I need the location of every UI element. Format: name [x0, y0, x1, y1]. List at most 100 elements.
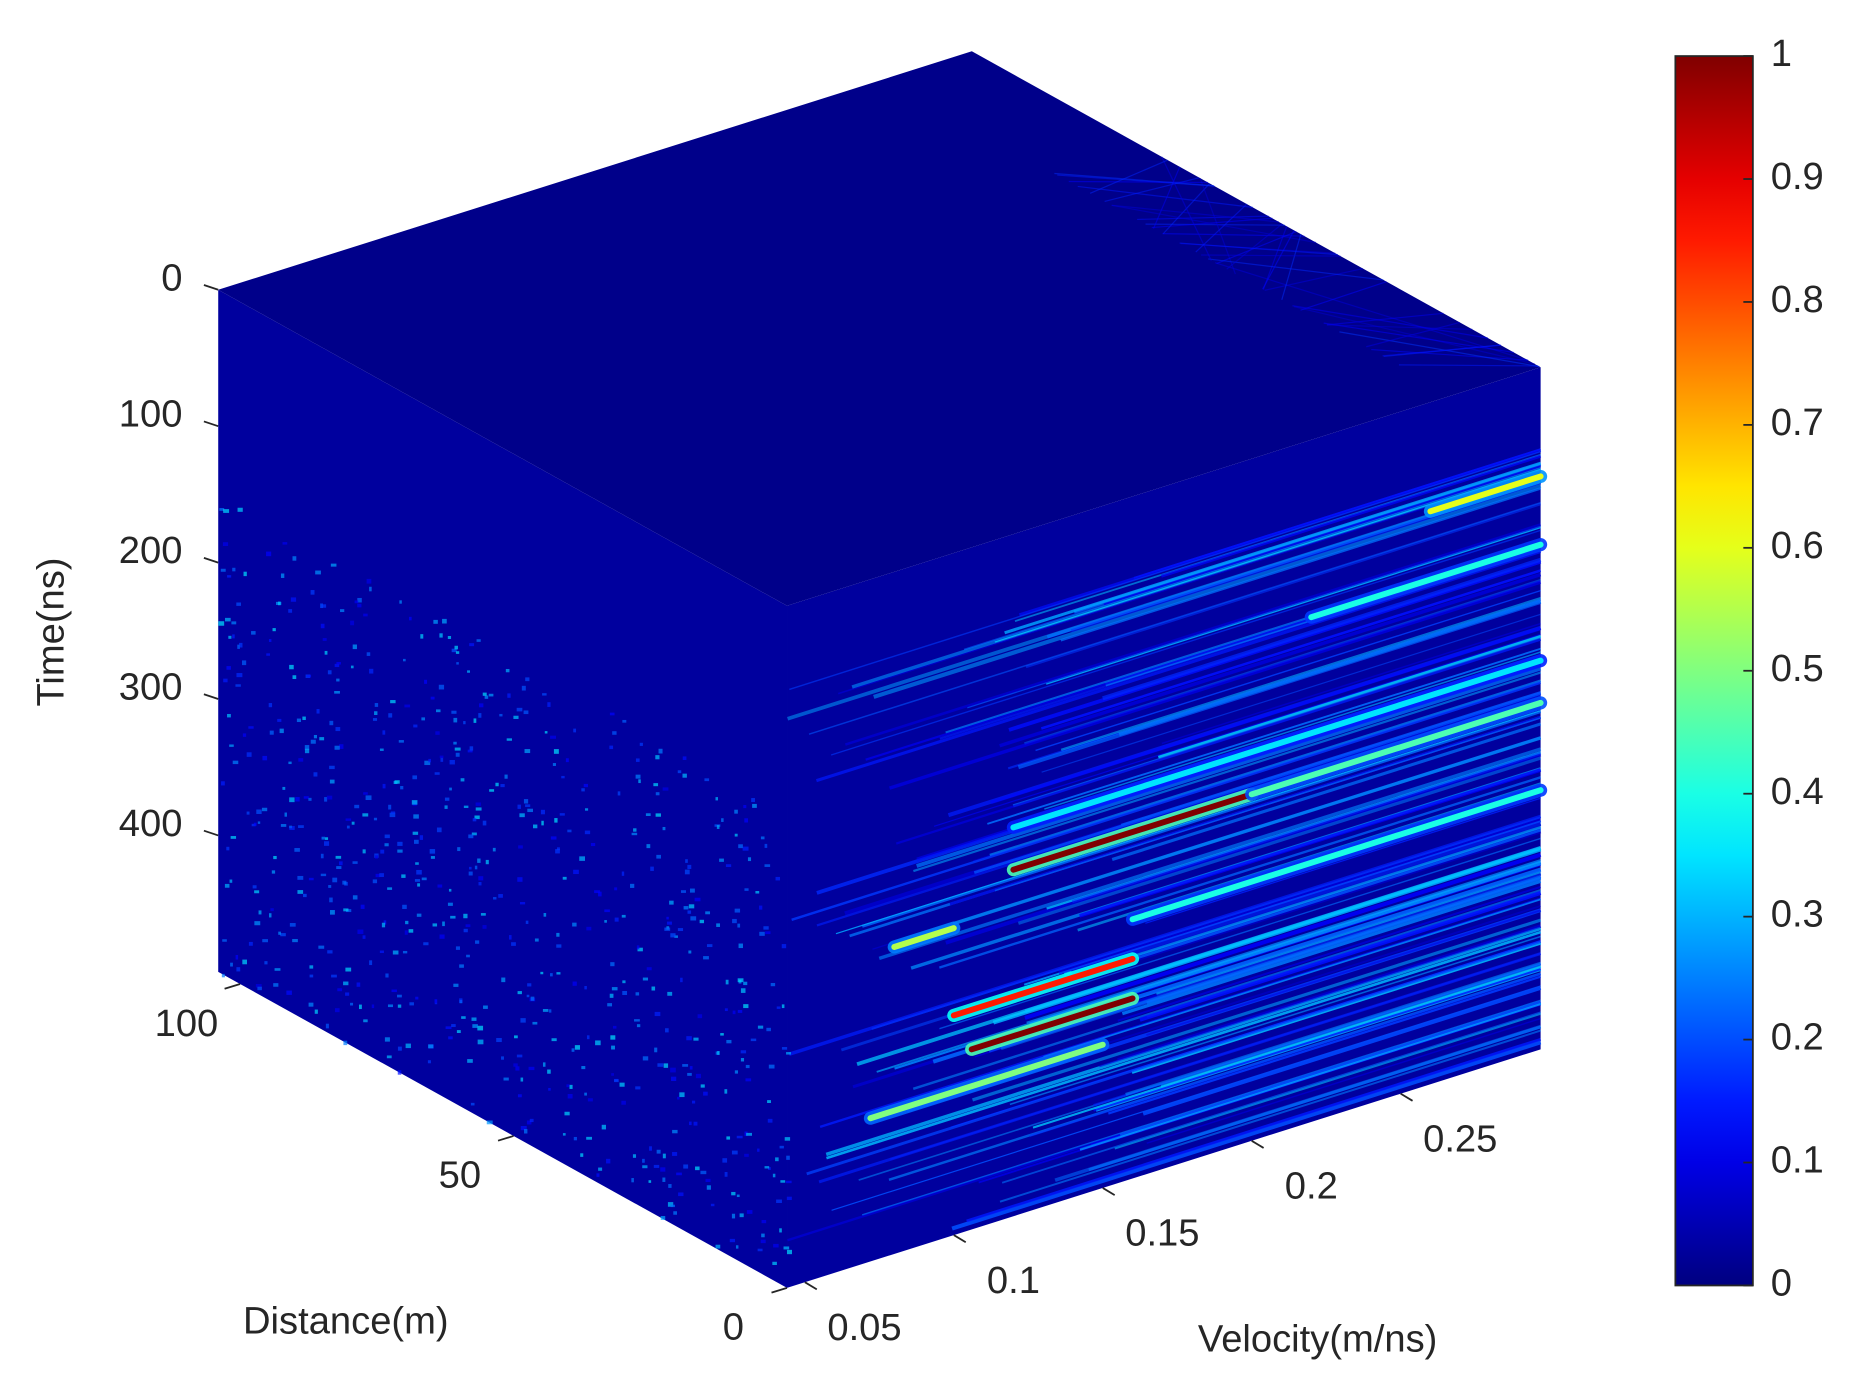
- texture-speck: [551, 1038, 557, 1042]
- texture-speck: [282, 786, 286, 790]
- texture-speck: [331, 974, 337, 978]
- texture-speck: [667, 1202, 674, 1207]
- texture-speck: [517, 991, 522, 995]
- texture-speck: [513, 715, 519, 719]
- texture-speck: [379, 950, 384, 954]
- texture-speck: [757, 1025, 764, 1029]
- texture-speck: [653, 1164, 660, 1168]
- texture-speck: [572, 922, 577, 927]
- texture-speck: [776, 1199, 782, 1203]
- texture-speck: [746, 1210, 753, 1214]
- texture-speck: [517, 877, 523, 882]
- texture-line: [1102, 557, 1542, 701]
- texture-speck: [350, 620, 355, 626]
- texture-line: [1157, 634, 1542, 759]
- top-face: [218, 51, 1541, 606]
- texture-line: [1111, 204, 1280, 223]
- texture-speck: [444, 805, 448, 809]
- texture-speck: [386, 1055, 392, 1059]
- texture-speck: [772, 1173, 776, 1178]
- colorbar-tick-label: 0.5: [1771, 647, 1824, 690]
- texture-line: [989, 679, 1542, 857]
- texture-speck: [292, 938, 298, 943]
- texture-speck: [433, 619, 438, 624]
- texture-line: [916, 666, 1542, 868]
- texture-speck: [670, 1067, 676, 1073]
- texture-line: [1060, 487, 1541, 642]
- texture-speck: [455, 651, 460, 654]
- texture-speck: [442, 921, 445, 927]
- texture-speck: [352, 861, 358, 864]
- texture-speck: [700, 1170, 707, 1175]
- texture-speck: [345, 992, 350, 996]
- texture-speck: [476, 639, 481, 642]
- texture-speck: [235, 684, 241, 687]
- colorbar-tick-label: 1: [1771, 32, 1792, 75]
- texture-speck: [351, 821, 355, 825]
- texture-speck: [648, 1180, 652, 1183]
- texture-line: [789, 450, 1541, 691]
- texture-line: [1326, 312, 1444, 326]
- texture-speck: [761, 1220, 767, 1224]
- y-tick-label: 0.25: [1423, 1117, 1497, 1160]
- texture-speck: [635, 774, 641, 779]
- texture-speck: [667, 991, 673, 996]
- texture-speck: [320, 873, 327, 877]
- texture-speck: [362, 935, 366, 939]
- texture-speck: [506, 738, 512, 741]
- texture-speck: [274, 968, 281, 971]
- y-tick-label: 0.15: [1125, 1212, 1199, 1255]
- colorbar-tick-label: 0.4: [1771, 770, 1824, 813]
- streak: [1010, 657, 1544, 831]
- texture-speck: [335, 727, 341, 732]
- texture-speck: [457, 847, 461, 852]
- texture-speck: [357, 603, 362, 608]
- x-tick: [497, 1135, 514, 1142]
- texture-speck: [693, 1037, 699, 1041]
- texture-speck: [329, 779, 335, 784]
- texture-line: [861, 999, 1541, 1216]
- texture-speck: [242, 733, 247, 737]
- texture-speck: [584, 830, 591, 835]
- texture-speck: [610, 1035, 616, 1040]
- texture-speck: [655, 755, 660, 760]
- texture-speck: [543, 913, 547, 917]
- texture-speck: [482, 692, 487, 696]
- texture-speck: [622, 990, 628, 996]
- texture-line: [1114, 1012, 1541, 1150]
- texture-speck: [781, 1047, 788, 1050]
- texture-speck: [393, 781, 398, 785]
- texture-speck: [666, 916, 669, 920]
- texture-speck: [357, 597, 362, 603]
- texture-speck: [343, 1040, 348, 1046]
- texture-speck: [437, 884, 443, 888]
- texture-speck: [306, 674, 312, 678]
- texture-speck: [284, 812, 287, 817]
- texture-speck: [336, 662, 341, 665]
- texture-speck: [372, 879, 378, 884]
- texture-speck: [229, 744, 234, 747]
- texture-speck: [296, 718, 302, 723]
- texture-speck: [467, 749, 473, 753]
- texture-speck: [725, 864, 732, 868]
- texture-speck: [288, 609, 293, 613]
- texture: [218, 156, 1542, 1266]
- texture-line: [1060, 596, 1541, 751]
- texture-speck: [434, 999, 438, 1004]
- texture-speck: [611, 987, 618, 991]
- z-tick-label: 100: [119, 393, 183, 436]
- texture-speck: [786, 1155, 790, 1160]
- texture-line: [1044, 651, 1541, 810]
- texture-speck: [455, 752, 460, 757]
- texture-line: [938, 776, 1541, 969]
- texture-speck: [465, 924, 471, 928]
- texture-speck: [744, 1131, 748, 1137]
- z-tick: [203, 420, 219, 428]
- texture-speck: [304, 748, 310, 754]
- texture-speck: [429, 849, 436, 854]
- texture-speck: [692, 1100, 696, 1104]
- texture-speck: [646, 967, 652, 971]
- texture-speck: [715, 797, 718, 801]
- texture-speck: [598, 891, 602, 897]
- texture-speck: [227, 713, 231, 718]
